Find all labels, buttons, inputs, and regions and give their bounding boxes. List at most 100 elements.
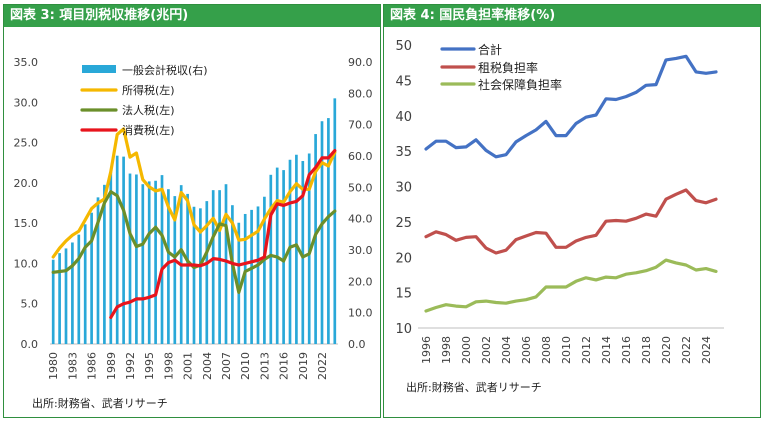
bar-general-account-tax — [173, 196, 177, 344]
x-tick-label: 2008 — [540, 336, 553, 364]
bar-general-account-tax — [218, 190, 221, 344]
x-tick-label: 1992 — [124, 352, 137, 380]
x-tick-label: 2020 — [660, 336, 673, 364]
y-tick-label: 10 — [395, 322, 412, 337]
y-tick-label: 25 — [395, 216, 412, 231]
bar-general-account-tax — [192, 206, 196, 344]
bar-general-account-tax — [295, 154, 298, 344]
legend-label: 消費税(左) — [122, 123, 175, 137]
legend-label: 合計 — [478, 42, 502, 57]
bar-general-account-tax — [64, 248, 68, 344]
bar-general-account-tax — [58, 253, 61, 344]
bar-general-account-tax — [71, 242, 74, 344]
legend-label: 租税負担率 — [478, 60, 538, 75]
series-line — [424, 54, 718, 159]
bar-general-account-tax — [141, 184, 145, 344]
bar-general-account-tax — [327, 118, 330, 344]
bar-general-account-tax — [288, 159, 292, 344]
bar-general-account-tax — [167, 189, 170, 344]
x-tick-label: 1998 — [162, 352, 175, 380]
x-tick-label: 2004 — [201, 352, 214, 380]
y-tick-label: 40 — [395, 110, 412, 125]
bar-general-account-tax — [301, 161, 305, 344]
series-line — [51, 190, 337, 294]
y-right-tick-label: 80.0 — [348, 87, 373, 100]
legend-label: 社会保障負担率 — [478, 77, 562, 92]
bar-general-account-tax — [199, 208, 202, 344]
bar-general-account-tax — [109, 171, 113, 344]
tax-revenue-chart: 0.0 5.0 10.0 15.0 20.0 25.0 30.0 35.0 0.0 10.0 20.… — [14, 56, 373, 380]
y-right-tick-label: 30.0 — [348, 244, 373, 257]
bar-general-account-tax — [51, 259, 55, 344]
series-line — [51, 127, 337, 259]
chart-header: 図表 4: 国民負担率推移(%) — [384, 5, 760, 27]
bar-general-account-tax — [83, 224, 87, 344]
y-left-tick-label: 0.0 — [21, 338, 39, 351]
bar-general-account-tax — [211, 190, 215, 344]
y-tick-label: 20 — [395, 251, 412, 266]
y-tick-label: 50 — [395, 39, 412, 54]
y-tick-label: 35 — [395, 145, 412, 160]
panel-tax-revenue: 図表 3: 項目別税収推移(兆円) 0.0 5.0 10.0 15.0 20.0 25.0… — [3, 4, 381, 418]
y-right-tick-label: 40.0 — [348, 213, 373, 226]
x-tick-label: 2022 — [316, 352, 329, 380]
x-tick-label: 2010 — [239, 352, 252, 380]
y-right-tick-label: 90.0 — [348, 56, 373, 69]
bar-general-account-tax — [128, 173, 132, 344]
x-tick-label: 2010 — [560, 336, 573, 364]
y-tick-label: 15 — [395, 287, 412, 302]
bar-general-account-tax — [320, 121, 324, 344]
x-tick-label: 2014 — [600, 336, 613, 364]
x-tick-label: 2018 — [640, 336, 653, 364]
x-tick-label: 2016 — [620, 336, 633, 364]
series-line — [424, 188, 718, 255]
panel-burden-rate: 図表 4: 国民負担率推移(%) 10 15 20 25 30 35 40 45 50 1996 1… — [383, 4, 761, 418]
bar-general-account-tax — [205, 201, 209, 344]
x-tick-label: 2024 — [700, 336, 713, 364]
legend-label: 法人税(左) — [122, 103, 175, 117]
bar-general-account-tax — [231, 205, 234, 344]
legend-swatch — [82, 65, 116, 73]
y-right-tick-label: 20.0 — [348, 275, 373, 288]
y-left-tick-label: 10.0 — [14, 257, 39, 270]
bar-general-account-tax — [154, 180, 157, 344]
bar-general-account-tax — [90, 212, 93, 344]
x-tick-label: 1998 — [440, 336, 453, 364]
y-left-tick-label: 35.0 — [14, 56, 39, 69]
bar-general-account-tax — [269, 174, 273, 344]
x-tick-label: 2002 — [480, 336, 493, 364]
source-note: 出所:財務省、武者リサーチ — [32, 397, 168, 410]
y-left-tick-label: 25.0 — [14, 137, 39, 150]
bar-general-account-tax — [282, 170, 285, 344]
bar-general-account-tax — [160, 175, 164, 344]
bar-general-account-tax — [186, 193, 189, 344]
bar-general-account-tax — [250, 209, 253, 344]
x-tick-label: 2007 — [220, 352, 233, 380]
y-tick-label: 45 — [395, 74, 412, 89]
x-tick-label: 2012 — [580, 336, 593, 364]
y-right-tick-label: 70.0 — [348, 119, 373, 132]
bar-general-account-tax — [96, 197, 100, 344]
chart-header: 図表 3: 項目別税収推移(兆円) — [4, 5, 380, 27]
x-tick-label: 1989 — [105, 352, 118, 380]
x-tick-label: 1995 — [143, 352, 156, 380]
legend-label: 一般会計税収(右) — [122, 63, 208, 77]
x-tick-label: 2001 — [182, 352, 195, 380]
y-right-tick-label: 10.0 — [348, 307, 373, 320]
x-tick-label: 1980 — [47, 352, 60, 380]
bar-general-account-tax — [237, 222, 241, 344]
y-right-tick-label: 60.0 — [348, 150, 373, 163]
y-left-tick-label: 30.0 — [14, 96, 39, 109]
y-right-tick-label: 50.0 — [348, 181, 373, 194]
y-left-tick-label: 5.0 — [21, 298, 39, 311]
x-tick-label: 1996 — [420, 336, 433, 364]
source-note: 出所:財務省、武者リサーチ — [406, 381, 542, 394]
x-tick-label: 1986 — [86, 352, 99, 380]
y-tick-label: 30 — [395, 181, 412, 196]
bar-general-account-tax — [224, 184, 228, 344]
y-left-tick-label: 20.0 — [14, 177, 39, 190]
x-tick-label: 2019 — [297, 352, 310, 380]
bar-general-account-tax — [77, 234, 81, 344]
x-tick-label: 2016 — [278, 352, 291, 380]
legend-label: 所得税(左) — [122, 83, 175, 97]
